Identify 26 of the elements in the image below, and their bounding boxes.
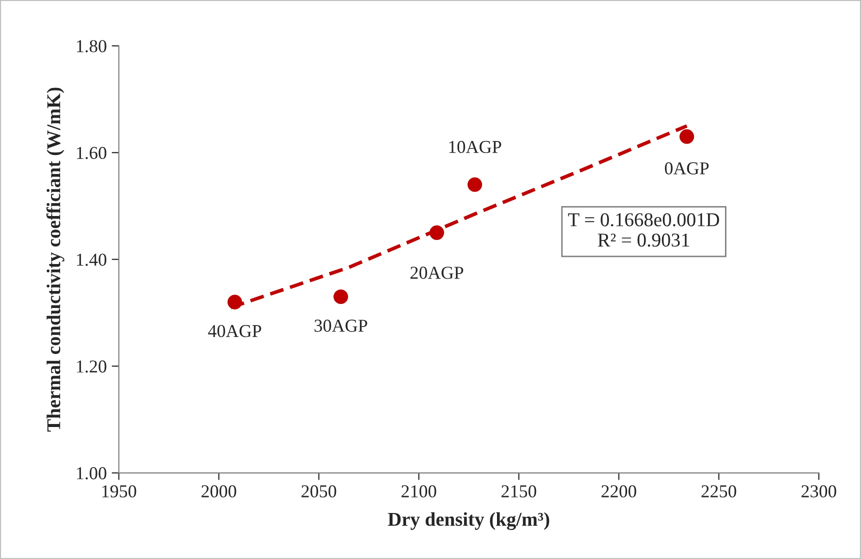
annotation: 10AGP bbox=[449, 140, 502, 154]
x-tick-label: 2150 bbox=[502, 485, 536, 498]
x-axis-title: Dry density (kg/m³) bbox=[388, 512, 550, 530]
annotation: 20AGP bbox=[410, 266, 464, 279]
x-tick-label: 2300 bbox=[802, 485, 836, 498]
point bbox=[468, 177, 482, 192]
y-tick-label: 1.80 bbox=[77, 40, 106, 52]
x-tick-label: 2000 bbox=[202, 485, 236, 498]
y-tick-label: 1.00 bbox=[77, 467, 106, 480]
annotation: 30AGP bbox=[314, 320, 368, 332]
y-tick-label: 1.20 bbox=[77, 360, 106, 373]
x-tick-label: 1950 bbox=[102, 485, 136, 498]
point bbox=[334, 289, 348, 304]
annotation: 40AGP bbox=[208, 324, 262, 338]
x-tick-label: 2100 bbox=[402, 485, 436, 498]
point bbox=[228, 294, 242, 310]
x-tick-label: 2050 bbox=[302, 485, 336, 498]
y-tick-label: 1.40 bbox=[77, 254, 106, 266]
annotation: T = 0.1668e0.001D R² = 0.9031 bbox=[568, 213, 720, 247]
point bbox=[680, 129, 694, 144]
x-tick-label: 2250 bbox=[702, 485, 736, 498]
y-tick-label: 1.60 bbox=[77, 146, 106, 160]
point bbox=[430, 225, 444, 240]
x-tick-label: 2200 bbox=[602, 485, 636, 498]
annotation: 0AGP bbox=[664, 162, 709, 174]
y-axis-title: Thermal conductivity coefficiant (W/mK) bbox=[46, 88, 64, 432]
